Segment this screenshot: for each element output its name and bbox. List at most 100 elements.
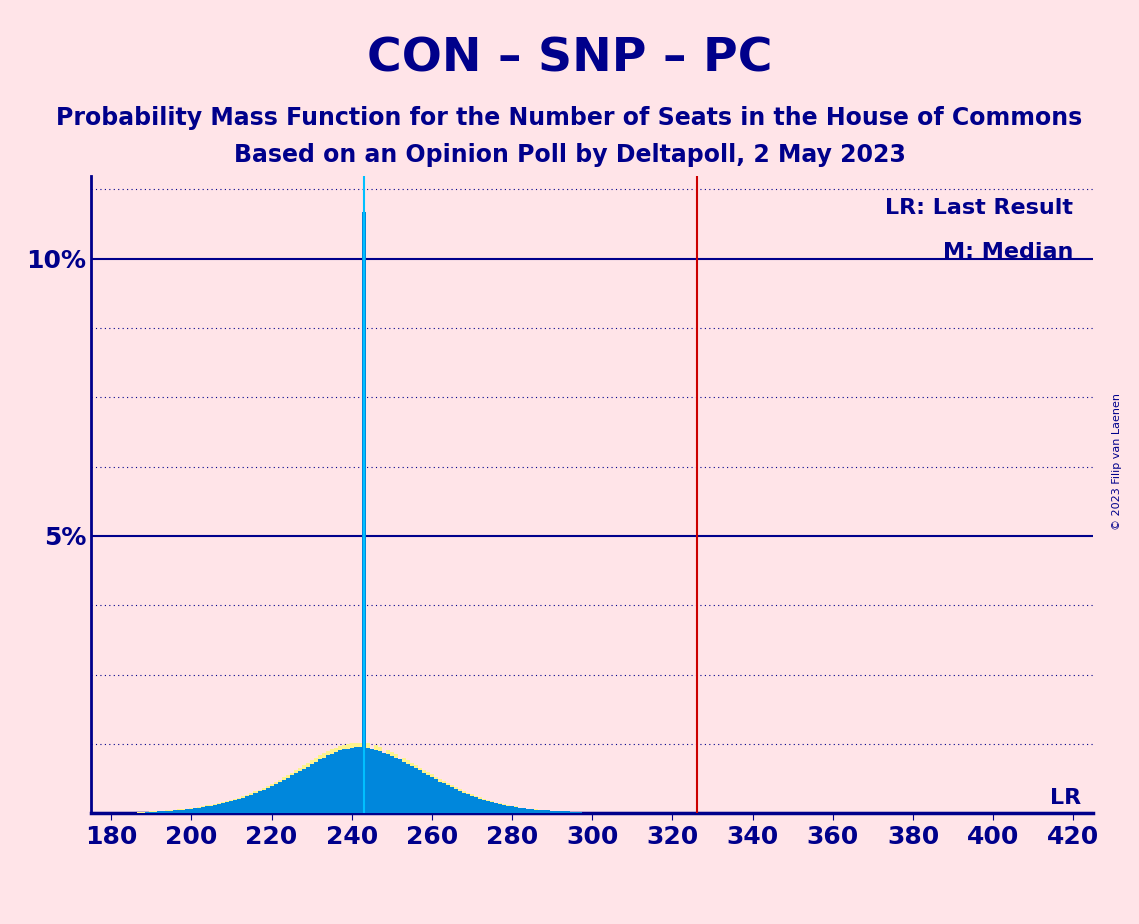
Bar: [413, 776, 418, 813]
Bar: [502, 804, 506, 813]
Bar: [550, 811, 555, 813]
Bar: [410, 762, 413, 813]
Bar: [337, 750, 342, 813]
Bar: [354, 748, 358, 813]
Bar: [210, 808, 213, 813]
Bar: [490, 801, 494, 813]
Bar: [181, 809, 186, 813]
Bar: [446, 790, 450, 813]
Bar: [358, 743, 362, 813]
Bar: [170, 811, 173, 813]
Bar: [571, 812, 574, 813]
Bar: [366, 755, 370, 813]
Bar: [154, 812, 157, 813]
Bar: [434, 779, 437, 813]
Bar: [374, 750, 378, 813]
Bar: [305, 762, 310, 813]
Bar: [273, 791, 278, 813]
Bar: [270, 786, 273, 813]
Text: LR: LR: [1050, 787, 1081, 808]
Bar: [462, 793, 466, 813]
Bar: [278, 782, 281, 813]
Bar: [270, 784, 273, 813]
Bar: [157, 812, 162, 813]
Bar: [157, 811, 162, 813]
Bar: [178, 810, 181, 813]
Bar: [398, 768, 402, 813]
Bar: [157, 811, 162, 813]
Bar: [558, 811, 563, 813]
Bar: [510, 808, 514, 813]
Bar: [226, 801, 229, 813]
Bar: [237, 798, 241, 813]
Bar: [437, 779, 442, 813]
Bar: [555, 811, 558, 813]
Bar: [398, 760, 402, 813]
Bar: [410, 766, 413, 813]
Bar: [518, 808, 522, 813]
Bar: [326, 764, 329, 813]
Bar: [286, 778, 289, 813]
Bar: [458, 789, 462, 813]
Bar: [538, 809, 542, 813]
Bar: [498, 806, 502, 813]
Bar: [478, 797, 482, 813]
Bar: [410, 773, 413, 813]
Bar: [478, 798, 482, 813]
Bar: [189, 808, 194, 813]
Bar: [405, 764, 410, 813]
Bar: [530, 808, 534, 813]
Bar: [221, 803, 226, 813]
Bar: [574, 812, 579, 813]
Bar: [186, 809, 189, 813]
Bar: [426, 782, 429, 813]
Bar: [181, 809, 186, 813]
Bar: [194, 808, 197, 813]
Bar: [297, 780, 302, 813]
Bar: [563, 811, 566, 813]
Bar: [470, 795, 474, 813]
Bar: [462, 796, 466, 813]
Bar: [205, 806, 210, 813]
Bar: [318, 769, 321, 813]
Bar: [289, 772, 294, 813]
Bar: [429, 784, 434, 813]
Bar: [154, 811, 157, 813]
Bar: [265, 786, 270, 813]
Bar: [502, 805, 506, 813]
Bar: [350, 748, 354, 813]
Bar: [550, 811, 555, 813]
Bar: [405, 760, 410, 813]
Bar: [426, 772, 429, 813]
Bar: [555, 811, 558, 813]
Bar: [421, 772, 426, 813]
Bar: [265, 788, 270, 813]
Bar: [466, 793, 470, 813]
Bar: [579, 812, 582, 813]
Bar: [310, 760, 313, 813]
Bar: [189, 808, 194, 813]
Bar: [547, 810, 550, 813]
Bar: [434, 776, 437, 813]
Bar: [213, 807, 218, 813]
Bar: [413, 768, 418, 813]
Bar: [221, 806, 226, 813]
Bar: [486, 801, 490, 813]
Bar: [418, 778, 421, 813]
Bar: [530, 809, 534, 813]
Bar: [262, 796, 265, 813]
Bar: [518, 808, 522, 813]
Bar: [202, 807, 205, 813]
Bar: [218, 803, 221, 813]
Bar: [278, 789, 281, 813]
Bar: [342, 757, 346, 813]
Bar: [558, 811, 563, 813]
Bar: [486, 803, 490, 813]
Bar: [482, 800, 486, 813]
Bar: [382, 796, 386, 813]
Bar: [257, 790, 262, 813]
Bar: [249, 799, 254, 813]
Bar: [362, 212, 366, 813]
Bar: [482, 803, 486, 813]
Bar: [337, 759, 342, 813]
